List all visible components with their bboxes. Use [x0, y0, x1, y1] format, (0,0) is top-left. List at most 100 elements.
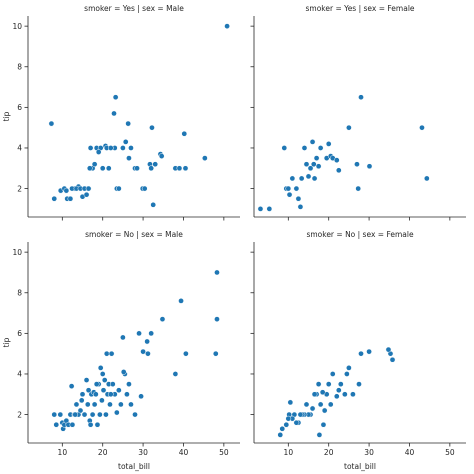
data-point	[309, 139, 316, 145]
data-point	[57, 411, 64, 418]
y-tick-label: 10	[12, 248, 22, 257]
panel-title: smoker = No | sex = Female	[306, 230, 414, 239]
data-point	[118, 401, 124, 408]
data-point	[176, 165, 183, 172]
data-point	[311, 391, 318, 398]
data-point	[92, 391, 99, 398]
data-point	[289, 175, 296, 182]
data-point	[116, 387, 122, 394]
data-point	[310, 161, 317, 168]
data-point	[182, 165, 189, 172]
data-point	[303, 161, 310, 168]
y-tick-label: 6	[17, 329, 22, 338]
data-point	[107, 401, 113, 408]
data-point	[325, 141, 332, 147]
data-point	[283, 421, 290, 428]
data-point	[87, 421, 94, 428]
data-point	[350, 391, 356, 398]
data-point	[327, 401, 334, 408]
data-point	[366, 348, 372, 355]
y-tick-label: 4	[17, 144, 22, 153]
data-point	[140, 348, 146, 355]
data-point	[136, 330, 142, 337]
data-point	[107, 145, 114, 151]
panel-title: smoker = Yes | sex = Female	[305, 4, 414, 13]
data-point	[63, 187, 70, 194]
data-point	[202, 155, 208, 161]
y-axis-label: tip	[2, 337, 11, 347]
data-point	[313, 155, 320, 161]
data-point	[214, 269, 220, 276]
data-point	[103, 350, 110, 357]
data-point	[181, 130, 188, 137]
data-point	[301, 145, 308, 151]
data-point	[107, 391, 114, 398]
data-point	[122, 139, 129, 145]
x-tick-label: 20	[324, 448, 334, 457]
data-point	[279, 425, 286, 432]
data-point	[214, 316, 220, 323]
data-point	[317, 401, 324, 408]
data-point	[84, 401, 91, 408]
data-point	[356, 381, 362, 387]
data-point	[158, 153, 165, 159]
data-point	[317, 145, 324, 151]
data-point	[419, 124, 425, 131]
data-point	[77, 407, 84, 414]
y-axis-label: tip	[2, 111, 11, 121]
data-point	[111, 110, 117, 117]
y-tick-label: 8	[17, 288, 22, 297]
data-point	[303, 401, 310, 408]
x-tick-label: 30	[138, 448, 148, 457]
data-point	[423, 175, 430, 182]
data-point	[51, 411, 58, 418]
data-point	[346, 124, 352, 131]
data-point	[333, 157, 340, 164]
data-point	[293, 419, 300, 426]
data-point	[128, 145, 134, 151]
data-point	[293, 185, 300, 192]
data-point	[298, 175, 305, 182]
data-point	[285, 185, 292, 192]
facet-panel: smoker = No | sex = Female 10 20 30 40 50 tota…	[250, 230, 466, 471]
data-point	[97, 365, 104, 371]
x-axis-label: total_bill	[118, 462, 150, 471]
data-point	[354, 161, 360, 168]
data-point	[81, 411, 88, 418]
data-point	[325, 381, 332, 387]
data-point	[355, 185, 362, 192]
data-point	[295, 195, 302, 202]
data-point	[120, 334, 126, 341]
y-tick-label: 6	[17, 103, 22, 112]
data-point	[319, 389, 326, 396]
data-point	[132, 411, 138, 418]
data-point	[85, 387, 92, 394]
panel-title: smoker = Yes | sex = Male	[84, 4, 184, 13]
data-point	[141, 185, 148, 192]
data-point	[287, 399, 294, 406]
data-point	[113, 409, 120, 416]
data-point	[152, 161, 159, 168]
data-point	[94, 421, 101, 428]
data-point	[73, 401, 80, 408]
data-point	[366, 163, 373, 170]
facet-panel: smoker = Yes | sex = Male 2 4 6 8 10 tip	[2, 4, 240, 221]
data-point	[69, 421, 76, 428]
data-point	[79, 391, 86, 398]
data-point	[297, 203, 304, 210]
data-point	[97, 411, 103, 418]
data-point	[309, 405, 316, 412]
data-point	[335, 387, 342, 394]
data-point	[285, 415, 292, 422]
data-point	[138, 393, 144, 400]
data-point	[112, 94, 119, 101]
data-point	[286, 191, 293, 198]
data-point	[311, 175, 318, 182]
data-point	[277, 432, 284, 438]
data-point	[68, 383, 75, 390]
data-point	[145, 350, 151, 357]
data-point	[358, 350, 364, 357]
facet-panel: smoker = Yes | sex = Female	[250, 4, 466, 221]
x-tick-label: 10	[284, 448, 294, 457]
data-point	[159, 316, 166, 323]
